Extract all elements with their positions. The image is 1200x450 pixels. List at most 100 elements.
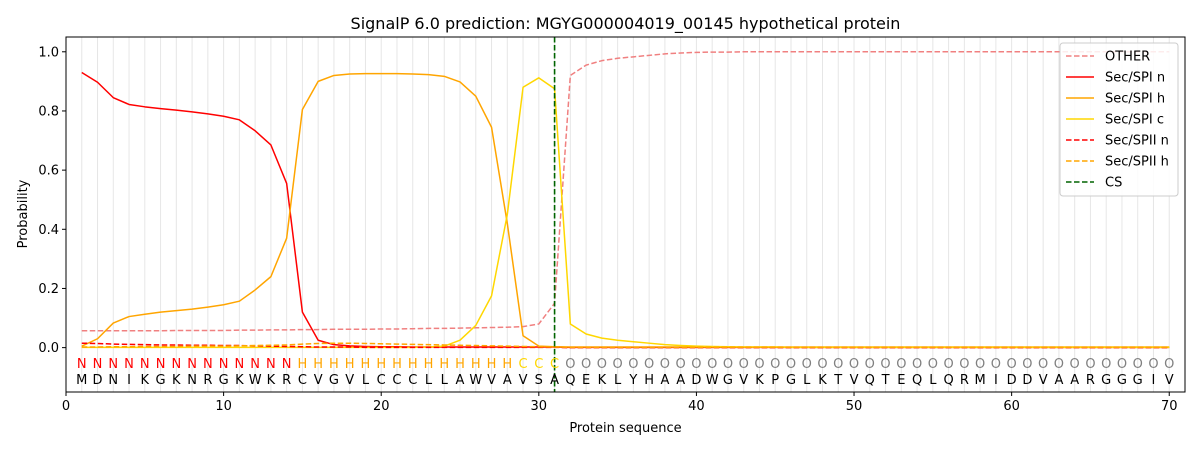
legend: OTHER Sec/SPI n Sec/SPI h Sec/SPI c Sec/SPII… [1059, 42, 1179, 197]
state-label: O [865, 357, 875, 372]
x-tick-label: 10 [215, 399, 232, 414]
state-label: O [628, 357, 638, 372]
state-label: O [1038, 357, 1048, 372]
sequence-residue: L [425, 373, 433, 388]
sequence-residue: E [582, 373, 590, 388]
sequence-residue: K [267, 373, 276, 388]
x-tick-label: 20 [373, 399, 390, 414]
sequence-residue: R [282, 373, 291, 388]
state-label: O [991, 357, 1001, 372]
sequence-residue: E [897, 373, 905, 388]
state-label: O [581, 357, 591, 372]
y-tick-label: 0.8 [38, 104, 59, 119]
sequence-residue: Q [865, 373, 875, 388]
state-label: O [959, 357, 969, 372]
sequence-residue: C [298, 373, 307, 388]
sequence-residue: L [803, 373, 811, 388]
state-label: N [219, 357, 229, 372]
sequence-residue: D [1007, 373, 1017, 388]
series-line-other [81, 51, 1170, 332]
state-label: O [644, 357, 654, 372]
sequence-residue: M [975, 373, 986, 388]
state-label: O [912, 357, 922, 372]
sequence-residue: R [960, 373, 969, 388]
state-label: O [786, 357, 796, 372]
sequence-residue: N [108, 373, 118, 388]
axis-ticks: 0 10 20 30 40 50 60 70 0.0 0.2 0.4 0.6 0.8 1.0 [38, 45, 1177, 414]
x-tick-label: 50 [846, 399, 863, 414]
sequence-residue: T [881, 373, 890, 388]
y-tick-label: 0.6 [38, 164, 59, 179]
sequence-residue: V [739, 373, 748, 388]
sequence-residue: G [156, 373, 166, 388]
sequence-residue: R [1086, 373, 1095, 388]
legend-label: OTHER [1105, 50, 1150, 65]
sequence-residue: V [519, 373, 528, 388]
state-label: O [676, 357, 686, 372]
state-label: H [392, 357, 402, 372]
y-tick-label: 0.0 [38, 341, 59, 356]
state-label: N [156, 357, 166, 372]
state-label: H [329, 357, 339, 372]
state-label: O [1133, 357, 1143, 372]
state-label: O [739, 357, 749, 372]
legend-label: Sec/SPI c [1105, 113, 1164, 128]
sequence-residue: L [362, 373, 370, 388]
state-label: O [975, 357, 985, 372]
state-label: O [770, 357, 780, 372]
state-label: N [108, 357, 118, 372]
x-axis-label: Protein sequence [569, 421, 681, 436]
state-label: C [534, 357, 543, 372]
sequence-residue: S [535, 373, 543, 388]
state-label: O [802, 357, 812, 372]
sequence-residue: G [786, 373, 796, 388]
sequence-residue: W [249, 373, 262, 388]
sequence-residue: T [833, 373, 842, 388]
legend-label: Sec/SPII n [1105, 134, 1169, 149]
state-label: O [1007, 357, 1017, 372]
sequence-residue: G [723, 373, 733, 388]
state-label: O [1148, 357, 1158, 372]
y-tick-label: 1.0 [38, 45, 59, 60]
sequence-residue: M [76, 373, 87, 388]
state-label: H [298, 357, 308, 372]
state-label: N [171, 357, 181, 372]
sequence-residue: Q [565, 373, 575, 388]
sequence-residue: I [994, 373, 998, 388]
sequence-residue: I [127, 373, 131, 388]
state-label: O [691, 357, 701, 372]
sequence-residue: G [1117, 373, 1127, 388]
state-label: N [266, 357, 276, 372]
state-label: H [471, 357, 481, 372]
sequence-residue: G [219, 373, 229, 388]
state-label: N [77, 357, 87, 372]
state-label: O [1070, 357, 1080, 372]
sequence-residue: K [141, 373, 150, 388]
state-label: C [519, 357, 528, 372]
state-label: O [833, 357, 843, 372]
state-label: O [723, 357, 733, 372]
state-label: O [660, 357, 670, 372]
sequence-residue: A [1070, 373, 1079, 388]
plot-frame [65, 36, 1186, 393]
x-tick-label: 70 [1161, 399, 1178, 414]
state-label: H [345, 357, 355, 372]
sequence-residue: V [487, 373, 496, 388]
sequence-residue: G [1101, 373, 1111, 388]
state-label: O [1101, 357, 1111, 372]
sequence-residue: V [1039, 373, 1048, 388]
state-label: H [313, 357, 323, 372]
sequence-residue: I [1152, 373, 1156, 388]
sequence-residue: L [441, 373, 449, 388]
sequence-residue: G [1133, 373, 1143, 388]
sequence-residue: V [1165, 373, 1174, 388]
series-layer [81, 37, 1170, 392]
legend-box [1059, 42, 1179, 197]
x-tick-label: 60 [1003, 399, 1020, 414]
state-label: N [250, 357, 260, 372]
sequence-residue: K [235, 373, 244, 388]
state-label: H [439, 357, 449, 372]
state-label: N [187, 357, 197, 372]
